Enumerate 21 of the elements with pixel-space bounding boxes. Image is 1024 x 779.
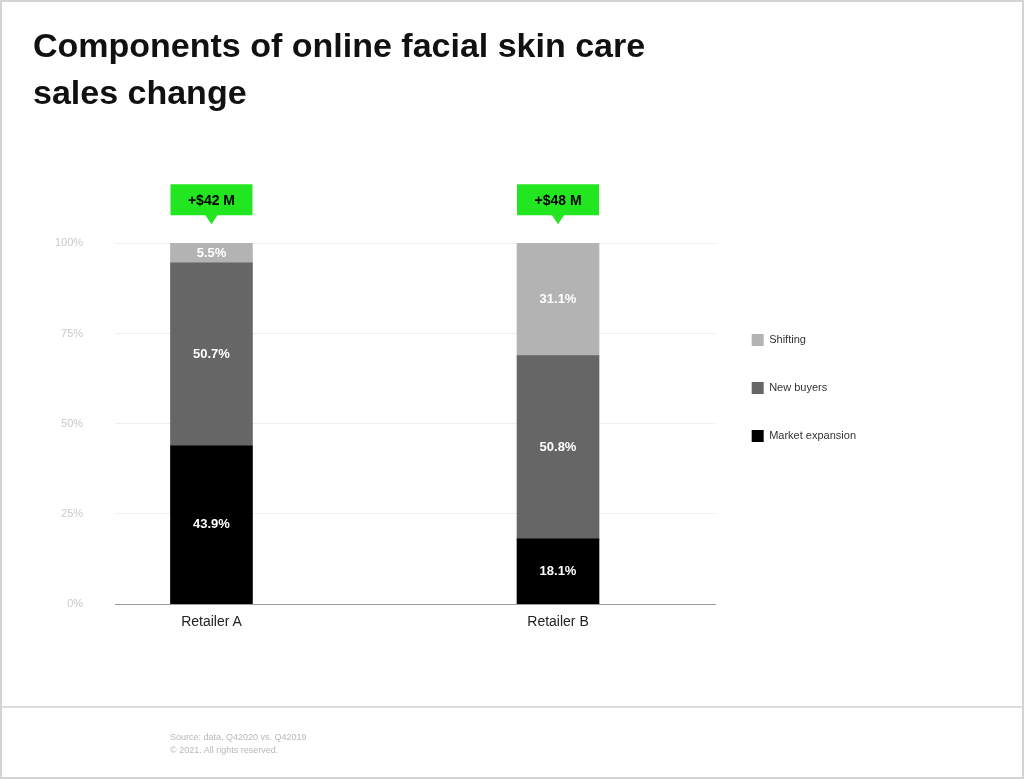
x-tick-label: Retailer A: [181, 613, 243, 630]
data-label: 31.1%: [539, 291, 577, 307]
text: © 2021. All rights reserved.: [170, 744, 280, 757]
legend-label: Market expansion: [769, 429, 856, 442]
bar: [170, 445, 253, 605]
annotation: +$42 M: [187, 191, 236, 208]
data-label: 43.9%: [193, 516, 231, 532]
legend-label: Shifting: [769, 333, 806, 346]
x-tick-label: Retailer B: [527, 613, 589, 630]
chart-title: Components of online facial skin care sales change: [33, 25, 647, 113]
data-label: 18.1%: [539, 562, 577, 578]
bar: [170, 262, 253, 447]
bar: [516, 243, 600, 356]
data-label: 5.5%: [196, 244, 227, 260]
bar: [516, 538, 600, 605]
data-label: 50.8%: [539, 438, 577, 454]
data-label: 50.7%: [193, 345, 231, 361]
legend-label: New buyers: [769, 381, 828, 394]
annotation: +$48 M: [534, 191, 582, 208]
bar: [516, 355, 600, 540]
source-note: Source: data, Q42020 vs. Q42019: [170, 731, 307, 744]
